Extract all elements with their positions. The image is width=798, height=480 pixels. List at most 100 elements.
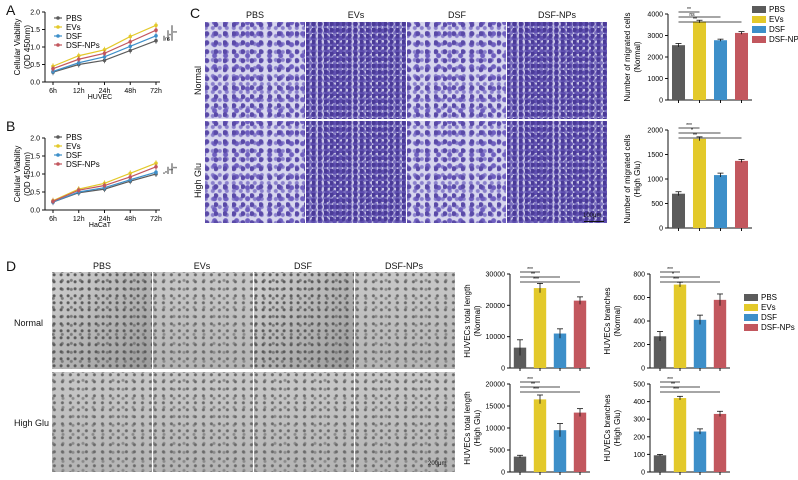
a-legend-marker-dsf (56, 34, 60, 38)
c2-y-tick-label: 1000 (647, 177, 663, 184)
d3-y-tick-label: 20000 (486, 382, 506, 389)
c-image-highglu-dsf-nps (507, 121, 607, 223)
d2-y-tick-label: 600 (633, 295, 645, 302)
a-data-point-evs (102, 48, 107, 52)
d4-bar-evs (673, 398, 687, 472)
d1-y-tick-label: 20000 (486, 303, 506, 310)
a-data-point-dsf-nps (128, 39, 133, 44)
b-legend-marker-evs (56, 144, 60, 148)
b-x-tick-label: 6h (49, 216, 57, 223)
c1-bar-evs (692, 21, 707, 100)
panel-letter-c: C (190, 5, 201, 21)
d1-sig-label: ** (531, 272, 535, 278)
c2-bar-dsf-nps (734, 160, 749, 228)
d1-y-tick-label: 10000 (486, 334, 506, 341)
c2-bar-pbs (671, 193, 686, 228)
d3-y-label-unit: (High Glu) (473, 409, 482, 446)
d2-sig-label: *** (673, 277, 679, 283)
c-col-pbs: PBS (245, 10, 264, 20)
b-x-tick-label: 72h (150, 216, 162, 223)
d-image-normal-pbs (52, 272, 152, 369)
a-data-point-dsf (102, 55, 107, 59)
c2-y-tick-label: 0 (659, 226, 663, 233)
d3-sig-label: *** (527, 377, 533, 383)
d3-bar-evs (533, 399, 547, 472)
c1-y-tick-label: 3000 (647, 33, 663, 40)
c2-sig-label: *** (686, 123, 692, 129)
c-legend-label-dsf-nps: DSF-NPs (769, 35, 798, 44)
c-legend-label-evs: EVs (769, 15, 784, 24)
d3-y-tick-label: 15000 (486, 404, 506, 411)
a-data-point-dsf-nps (102, 51, 107, 56)
c-legend-swatch-evs (752, 16, 766, 23)
c-legend-swatch-dsf (752, 26, 766, 33)
c-col-evs: EVs (347, 10, 365, 20)
a-x-tick-label: 12h (73, 88, 85, 95)
c2-y-label-unit: (High Glu) (633, 160, 642, 197)
d4-y-label-unit: (High Glu) (613, 409, 622, 446)
d-legend-label-pbs: PBS (761, 293, 777, 302)
b-legend-label-dsf: DSF (66, 151, 82, 160)
d3-y-tick-label: 5000 (489, 448, 505, 455)
c2-y-tick-label: 1500 (647, 152, 663, 159)
d3-sig-label: *** (533, 387, 539, 393)
c-legend-swatch-dsf-nps (752, 36, 766, 43)
b-legend-label-dsf-nps: DSF-NPs (66, 160, 100, 169)
d-col-dsf-nps: DSF-NPs (385, 261, 423, 271)
b-data-point-dsf-nps (102, 183, 107, 188)
d-image-highglu-pbs (52, 372, 152, 472)
panel-letter-d: D (6, 258, 17, 274)
b-data-point-dsf-nps (76, 188, 81, 192)
d-image-highglu-dsf (254, 372, 354, 472)
a-data-point-evs (76, 53, 81, 58)
d3-bar-pbs (513, 456, 527, 472)
d-image-highglu-dsf-nps (355, 372, 455, 472)
a-legend-label-evs: EVs (66, 23, 81, 32)
d4-y-tick-label: 500 (633, 382, 645, 389)
a-x-tick-label: 48h (124, 88, 136, 95)
d2-sig-label: * (672, 272, 674, 278)
d4-sig-label: *** (673, 387, 679, 393)
d4-bar-pbs (653, 455, 667, 472)
c-scale-bar (584, 221, 604, 222)
d1-bar-dsf-nps (573, 300, 587, 368)
d4-bar-dsf-nps (713, 413, 727, 472)
a-y-tick-label: 0.5 (30, 62, 40, 69)
d-col-pbs: PBS (92, 261, 111, 271)
d4-y-label: HUVECs branches (603, 394, 612, 461)
b-y-label: Cellular Viability (13, 146, 22, 203)
d-row-normal: Normal (14, 318, 44, 328)
c1-y-label: Number of migrated cells (623, 13, 632, 102)
d-legend-swatch-dsf (744, 314, 758, 321)
c-image-highglu-evs (306, 121, 406, 223)
d4-y-tick-label: 400 (633, 399, 645, 406)
d2-y-label: HUVECs branches (603, 287, 612, 354)
d1-sig-label: *** (527, 267, 533, 273)
b-y-label-unit: (OD 450nm) (23, 152, 32, 196)
a-data-point-pbs (154, 38, 158, 43)
b-y-tick-label: 2.0 (30, 136, 40, 143)
d-legend-label-dsf: DSF (761, 313, 777, 322)
b-y-tick-label: 0.5 (30, 190, 40, 197)
a-data-point-pbs (102, 58, 107, 63)
d2-y-tick-label: 200 (633, 342, 645, 349)
d4-y-tick-label: 0 (641, 470, 645, 477)
d-row-high-glu: High Glu (14, 418, 50, 428)
d-image-highglu-evs (153, 372, 253, 472)
a-data-point-dsf (154, 34, 158, 38)
c2-y-tick-label: 2000 (647, 128, 663, 135)
c1-bar-dsf (713, 40, 728, 100)
d1-y-tick-label: 0 (501, 366, 505, 373)
d1-y-label: HUVECs total length (463, 284, 472, 357)
b-sig-label: * (165, 171, 167, 177)
c-legend-label-pbs: PBS (769, 5, 785, 14)
d2-y-tick-label: 400 (633, 319, 645, 326)
d-legend-swatch-pbs (744, 294, 758, 301)
c1-y-tick-label: 1000 (647, 76, 663, 83)
d-image-normal-dsf-nps (355, 272, 455, 369)
b-x-label: HaCaT (89, 222, 112, 229)
a-y-tick-label: 1.5 (30, 27, 40, 34)
b-x-tick-label: 24h (99, 216, 111, 223)
c-legend-swatch-pbs (752, 6, 766, 13)
